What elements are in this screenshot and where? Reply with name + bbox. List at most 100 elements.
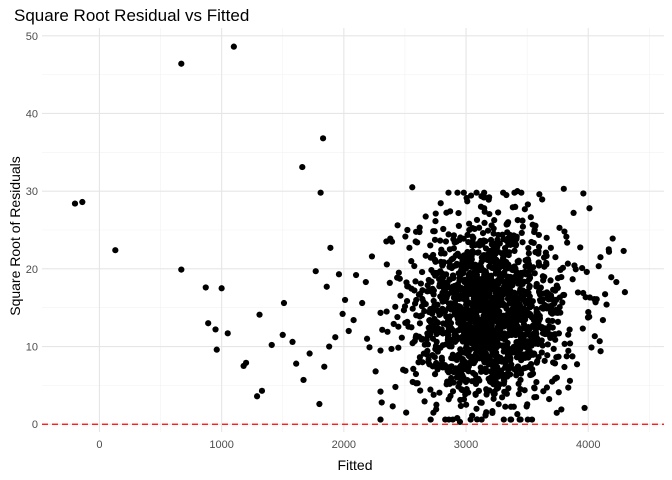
data-point	[451, 239, 458, 246]
data-point	[335, 271, 343, 278]
data-point	[423, 335, 430, 342]
data-point	[455, 351, 462, 358]
data-point	[432, 272, 439, 279]
data-point	[544, 341, 551, 348]
data-point	[496, 240, 503, 247]
y-axis-title: Square Root of Residuals	[7, 156, 23, 316]
data-point	[599, 317, 607, 324]
data-point	[306, 350, 313, 357]
data-point	[513, 235, 520, 242]
data-point	[515, 390, 522, 398]
data-point	[473, 416, 481, 423]
data-point	[454, 189, 461, 196]
data-point	[514, 325, 522, 332]
data-point	[332, 334, 339, 341]
data-point	[561, 340, 568, 347]
data-point	[397, 292, 404, 299]
data-point	[242, 359, 250, 366]
data-point	[513, 372, 520, 379]
data-point	[499, 394, 506, 401]
data-point	[544, 326, 551, 333]
data-point	[383, 308, 390, 315]
data-point	[585, 309, 592, 316]
data-point	[447, 301, 454, 308]
data-point	[517, 331, 524, 338]
data-point	[486, 210, 493, 218]
x-tick-label: 1000	[209, 439, 233, 451]
data-point	[419, 359, 426, 366]
data-point	[482, 365, 489, 372]
data-point	[605, 248, 613, 255]
data-point	[451, 337, 458, 344]
data-point	[326, 343, 333, 350]
y-axis-ticks: 0 10 20 30 40 50	[26, 31, 38, 431]
data-point	[486, 194, 493, 201]
data-point	[402, 233, 409, 240]
data-point	[552, 336, 559, 343]
data-point	[456, 418, 464, 425]
x-tick-label: 3000	[454, 439, 478, 451]
data-point	[446, 246, 453, 253]
data-point	[560, 185, 567, 192]
data-point	[258, 387, 266, 394]
data-point	[424, 341, 431, 348]
data-point	[512, 265, 519, 272]
data-point	[505, 241, 512, 248]
data-point	[471, 291, 479, 299]
data-point	[487, 368, 494, 375]
data-point	[489, 331, 496, 338]
data-point	[472, 371, 479, 378]
data-point	[416, 320, 424, 327]
data-point	[279, 331, 286, 338]
data-point	[561, 228, 568, 235]
data-point	[378, 399, 385, 406]
data-point	[515, 259, 522, 266]
data-point	[508, 292, 515, 299]
data-point	[533, 378, 540, 386]
data-point	[502, 403, 509, 410]
x-tick-label: 0	[96, 439, 102, 451]
data-point	[481, 306, 489, 313]
data-point	[566, 340, 574, 347]
data-point	[553, 374, 560, 381]
data-point	[540, 277, 547, 284]
data-point	[516, 416, 523, 423]
data-point	[327, 244, 334, 251]
data-point	[522, 331, 530, 338]
data-point	[456, 369, 463, 376]
data-point	[499, 342, 506, 349]
data-point	[389, 403, 396, 410]
data-point	[498, 316, 506, 323]
data-point	[394, 222, 401, 229]
data-point	[510, 274, 517, 281]
data-point	[372, 368, 379, 375]
data-point	[475, 262, 482, 269]
data-point	[533, 393, 540, 401]
data-point	[202, 284, 209, 291]
data-point	[463, 386, 470, 393]
data-point	[427, 416, 434, 423]
data-point	[213, 346, 220, 353]
data-point	[411, 287, 418, 294]
data-point	[523, 344, 530, 351]
data-point	[556, 224, 563, 231]
data-point	[565, 331, 572, 338]
data-point	[427, 242, 434, 249]
data-point	[503, 249, 510, 256]
data-point	[471, 242, 479, 249]
data-point	[524, 201, 531, 208]
data-point	[514, 363, 522, 370]
data-point	[379, 326, 386, 333]
data-point	[427, 386, 434, 393]
data-point	[413, 312, 420, 319]
data-point	[433, 345, 440, 353]
data-point	[500, 300, 507, 307]
data-point	[433, 406, 440, 413]
data-point	[506, 286, 513, 293]
data-point	[467, 331, 474, 339]
data-point	[434, 366, 441, 373]
data-point	[550, 345, 557, 352]
data-point	[487, 278, 495, 285]
data-point	[377, 388, 384, 395]
